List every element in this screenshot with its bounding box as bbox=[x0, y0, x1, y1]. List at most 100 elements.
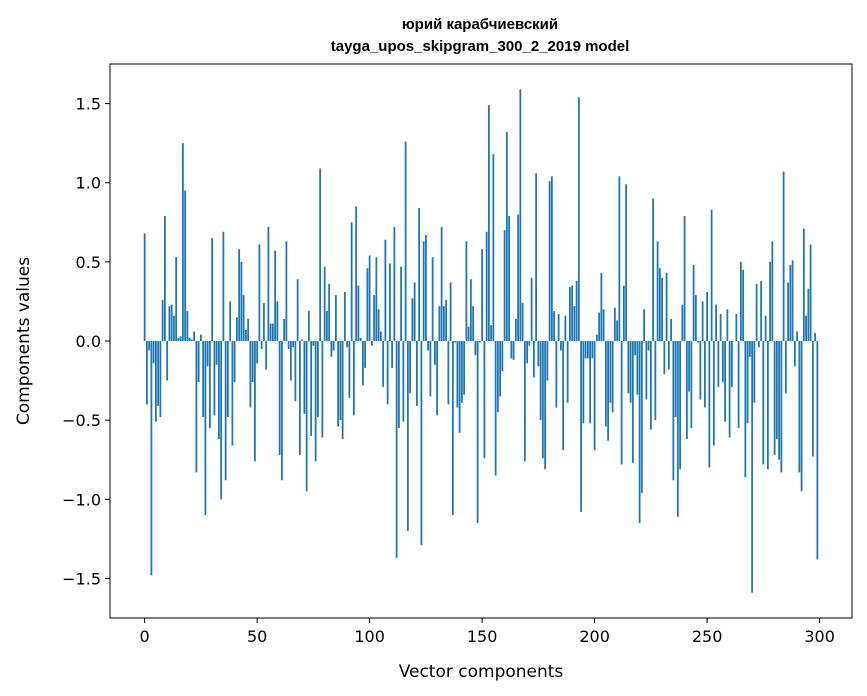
bar bbox=[721, 341, 724, 383]
bar bbox=[512, 341, 515, 360]
bar bbox=[413, 282, 416, 341]
bar bbox=[325, 310, 328, 341]
bar bbox=[766, 341, 769, 470]
bar bbox=[440, 227, 443, 341]
bar bbox=[703, 341, 706, 408]
bar bbox=[292, 341, 295, 348]
x-tick-label: 250 bbox=[692, 627, 723, 646]
bar bbox=[550, 176, 553, 341]
bar bbox=[775, 341, 778, 440]
bar bbox=[220, 341, 223, 500]
bar bbox=[355, 206, 358, 341]
bar bbox=[231, 341, 234, 446]
bar bbox=[366, 268, 369, 341]
bar bbox=[235, 317, 238, 341]
bar bbox=[620, 341, 623, 465]
bar bbox=[577, 97, 580, 342]
bar bbox=[301, 339, 304, 341]
bar bbox=[564, 315, 567, 341]
bar bbox=[143, 233, 146, 341]
bar bbox=[368, 255, 371, 341]
bar bbox=[373, 295, 376, 341]
bar bbox=[798, 341, 801, 473]
bar bbox=[265, 341, 268, 370]
bar bbox=[800, 341, 803, 492]
bar bbox=[586, 341, 589, 359]
bar bbox=[352, 341, 355, 416]
bar bbox=[604, 341, 607, 427]
bar bbox=[316, 341, 319, 417]
bar bbox=[559, 341, 562, 351]
bar bbox=[260, 341, 263, 349]
x-tick-label: 150 bbox=[467, 627, 498, 646]
bar bbox=[193, 331, 196, 341]
bar bbox=[226, 341, 229, 417]
bar bbox=[233, 341, 236, 383]
bar bbox=[150, 341, 153, 576]
bar bbox=[514, 318, 517, 341]
bar bbox=[814, 333, 817, 341]
bar bbox=[796, 331, 799, 341]
bar bbox=[492, 154, 495, 341]
bar bbox=[240, 261, 243, 341]
bar bbox=[289, 341, 292, 381]
bar bbox=[517, 214, 520, 341]
bar bbox=[580, 341, 583, 512]
bar bbox=[647, 341, 650, 351]
bar bbox=[312, 341, 315, 346]
bar bbox=[397, 341, 400, 429]
bar bbox=[521, 303, 524, 341]
bar bbox=[643, 309, 646, 341]
bar bbox=[744, 341, 747, 478]
bar bbox=[429, 341, 432, 397]
bar bbox=[706, 291, 709, 341]
bar bbox=[409, 341, 412, 394]
bar bbox=[361, 341, 364, 386]
y-tick-label: −1.5 bbox=[62, 569, 101, 588]
bar bbox=[253, 341, 256, 462]
bar bbox=[400, 266, 403, 341]
y-tick-label: 1.5 bbox=[76, 95, 101, 114]
bar bbox=[314, 341, 317, 462]
y-tick-label: 0.0 bbox=[76, 332, 101, 351]
bar bbox=[310, 341, 313, 436]
bar bbox=[757, 341, 760, 348]
bar bbox=[179, 336, 182, 341]
bar bbox=[357, 285, 360, 341]
bar bbox=[717, 341, 720, 387]
bar bbox=[181, 143, 184, 341]
bar bbox=[505, 132, 508, 341]
bar bbox=[566, 341, 569, 403]
bar bbox=[701, 301, 704, 341]
y-tick-label: −1.0 bbox=[62, 490, 101, 509]
bar bbox=[728, 341, 731, 438]
bar bbox=[697, 341, 700, 343]
bar bbox=[748, 341, 751, 357]
bar bbox=[370, 341, 373, 346]
bar bbox=[460, 341, 463, 403]
bar bbox=[472, 306, 475, 341]
bar bbox=[780, 341, 783, 473]
bar bbox=[298, 341, 301, 455]
bar bbox=[692, 265, 695, 341]
bar bbox=[451, 341, 454, 516]
bar bbox=[339, 341, 342, 421]
bar bbox=[627, 341, 630, 394]
bar bbox=[607, 341, 610, 441]
bar bbox=[809, 244, 812, 341]
bar bbox=[271, 323, 274, 341]
bar bbox=[625, 184, 628, 341]
bar bbox=[699, 341, 702, 400]
bar bbox=[622, 285, 625, 341]
bar bbox=[222, 231, 225, 341]
bar bbox=[719, 314, 722, 341]
bar bbox=[816, 341, 819, 560]
bar bbox=[681, 304, 684, 341]
bar bbox=[330, 341, 333, 357]
bar bbox=[404, 141, 407, 341]
bar bbox=[485, 231, 488, 341]
bar bbox=[283, 318, 286, 341]
bar bbox=[654, 341, 657, 421]
bar bbox=[197, 341, 200, 383]
bar bbox=[456, 341, 459, 408]
